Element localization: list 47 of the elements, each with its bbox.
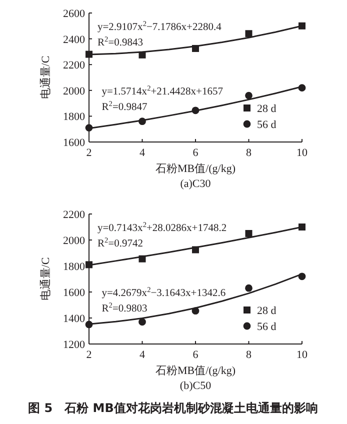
x-axis-title: 石粉MB值/(g/kg) (155, 163, 236, 175)
y-tick-label: 1800 (63, 111, 86, 124)
y-tick-label: 1400 (63, 313, 86, 325)
annotation: y=4.2679x$^{2}$−3.1643x+1342.6 (102, 284, 226, 299)
y-tick-label: 2000 (63, 235, 86, 247)
y-tick-label: 2600 (63, 8, 86, 20)
point (245, 284, 252, 292)
annotation: R$^{2}$=0.9803 (102, 300, 148, 315)
x-tick-label: 8 (246, 349, 252, 361)
x-tick-label: 10 (296, 147, 308, 159)
x-tick-label: 2 (86, 147, 92, 159)
y-tick-label: 2200 (63, 209, 86, 221)
point (245, 30, 252, 38)
x-tick-label: 4 (140, 147, 146, 159)
legend-label: 56 d (257, 119, 277, 131)
y-tick-label: 1600 (63, 137, 86, 149)
y-tick-label: 2200 (63, 60, 86, 72)
point (86, 261, 92, 268)
x-tick-label: 2 (86, 349, 92, 361)
y-tick-label: 2000 (63, 85, 86, 98)
annotation: y=1.5714x$^{2}$+21.4428x+1657 (102, 82, 223, 98)
y-axis-title: 电通量/C (39, 257, 52, 301)
legend-label: 28 d (257, 305, 277, 317)
y-tick-label: 2400 (63, 34, 86, 46)
x-tick-label: 6 (192, 349, 199, 361)
point (245, 92, 252, 100)
annotation: R$^{2}$=0.9847 (102, 98, 148, 113)
y-tick-label: 1800 (63, 261, 86, 273)
text: (b)C50 (180, 380, 212, 392)
y-axis-title: 电通量/C (39, 56, 52, 100)
x-tick-label: 6 (192, 147, 199, 159)
x-tick-label: 8 (246, 147, 252, 159)
annotation: y=2.9107x$^{2}$−7.1786x+2280.4 (98, 18, 222, 33)
y-tick-label: 1200 (63, 339, 86, 351)
caption: 图 5 石粉 MB值对花岗岩机制砂混凝土电通量的影响 (28, 401, 318, 415)
point (245, 230, 252, 237)
x-axis-title: 石粉MB值/(g/kg) (155, 365, 236, 377)
annotation: R$^{2}$=0.9843 (98, 34, 144, 48)
legend-label: 28 d (257, 103, 277, 115)
annotation: y=0.7143x$^{2}$+28.0286x+1748.2 (98, 220, 227, 234)
point (138, 318, 146, 326)
text: (a)C30 (180, 178, 212, 190)
annotation: R$^{2}$=0.9742 (98, 235, 144, 250)
legend-label: 56 d (257, 321, 277, 333)
x-tick-label: 10 (296, 349, 308, 361)
y-tick-label: 1600 (63, 287, 86, 299)
x-tick-label: 4 (140, 349, 146, 361)
